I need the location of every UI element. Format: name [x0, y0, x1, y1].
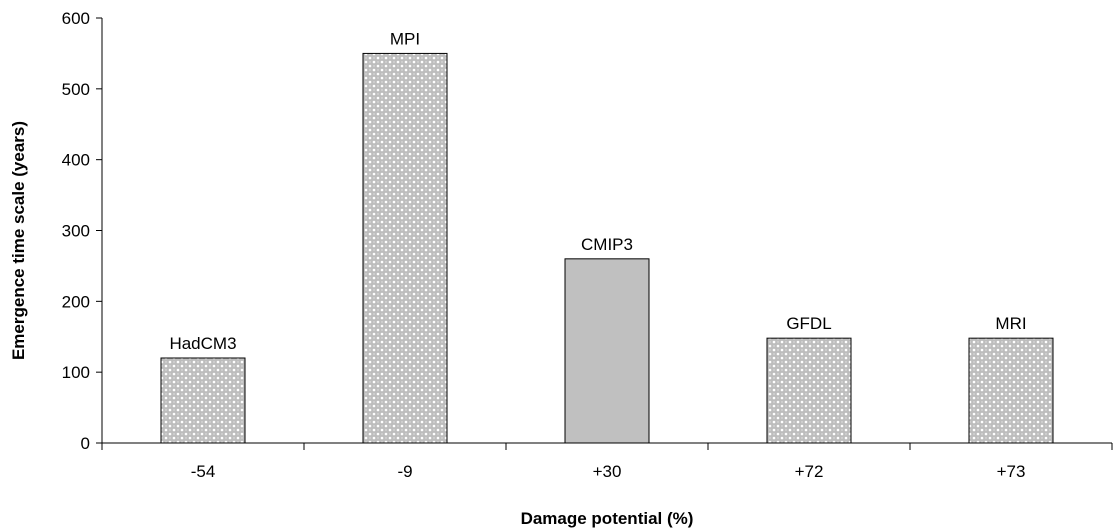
y-tick-label: 500: [62, 80, 90, 99]
bar-mri: [968, 337, 1054, 444]
x-tick-label: -54: [191, 462, 216, 481]
y-axis-title: Emergence time scale (years): [9, 121, 28, 360]
bar-hadcm3: [160, 357, 246, 444]
x-tick-label: +30: [593, 462, 622, 481]
bar-label: CMIP3: [581, 235, 633, 254]
y-tick-label: 600: [62, 9, 90, 28]
x-axis: -54 -9 +30 +72 +73: [101, 442, 1113, 481]
x-tick-label: -9: [397, 462, 412, 481]
bar-cmip3: [564, 258, 650, 444]
x-tick-label: +73: [997, 462, 1026, 481]
bar-label: MPI: [390, 29, 420, 48]
y-axis: 0 100 200 300 400 500 600: [62, 9, 103, 453]
bar-mpi: [362, 52, 448, 444]
bar-label: HadCM3: [169, 334, 236, 353]
y-tick-label: 100: [62, 363, 90, 382]
bar-gfdl: [766, 337, 852, 444]
bars: [160, 52, 1054, 444]
bar-label: GFDL: [786, 314, 831, 333]
y-tick-label: 200: [62, 292, 90, 311]
y-tick-label: 400: [62, 151, 90, 170]
bar-labels: HadCM3 MPI CMIP3 GFDL MRI: [169, 29, 1026, 353]
x-axis-title: Damage potential (%): [521, 509, 694, 528]
y-tick-label: 0: [81, 434, 90, 453]
y-tick-label: 300: [62, 222, 90, 241]
x-tick-label: +72: [795, 462, 824, 481]
bar-label: MRI: [995, 314, 1026, 333]
